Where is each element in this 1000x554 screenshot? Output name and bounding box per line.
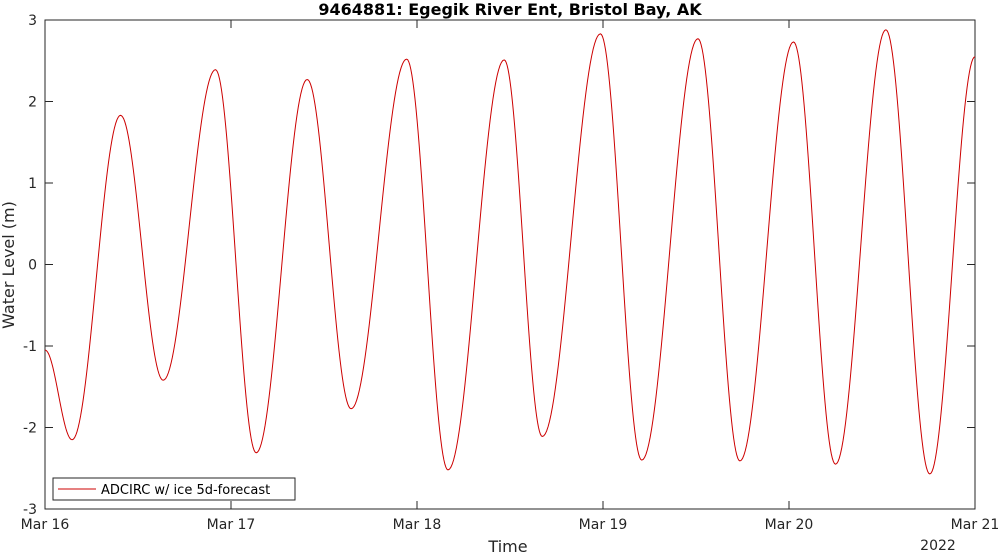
y-tick-label: -2 (23, 421, 37, 437)
x-tick-label: Mar 17 (207, 517, 256, 533)
y-tick-label: 3 (28, 13, 37, 29)
legend: ADCIRC w/ ice 5d-forecast (52, 477, 296, 501)
x-tick-label: Mar 16 (21, 517, 70, 533)
x-tick-label: Mar 19 (579, 517, 628, 533)
y-tick-label: 2 (28, 95, 37, 111)
legend-box (52, 477, 296, 501)
y-tick-label: -1 (23, 339, 37, 355)
y-tick-label: 1 (28, 176, 37, 192)
x-axis-title: Time (487, 537, 527, 554)
axis-ticks (44, 19, 976, 510)
y-tick-label: -3 (23, 502, 37, 518)
axis-tick-labels: Mar 16 Mar 17 Mar 18 Mar 19 Mar 20 Mar 21 -3 -2… (21, 13, 1000, 533)
x-axis-year-label: 2022 (920, 538, 956, 554)
legend-label: ADCIRC w/ ice 5d-forecast (101, 483, 270, 498)
series-line-adcirc (44, 29, 976, 475)
plot-area (44, 19, 976, 510)
y-tick-label: 0 (28, 258, 37, 274)
x-tick-label: Mar 21 (951, 517, 1000, 533)
x-tick-label: Mar 20 (765, 517, 814, 533)
x-tick-label: Mar 18 (393, 517, 442, 533)
chart-title: 9464881: Egegik River Ent, Bristol Bay, … (318, 0, 702, 19)
y-axis-title: Water Level (m) (0, 201, 18, 329)
